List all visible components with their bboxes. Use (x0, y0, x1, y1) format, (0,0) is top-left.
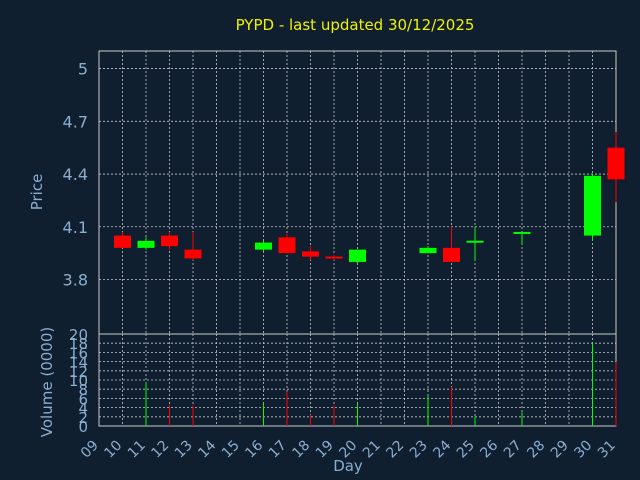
candle-body (114, 235, 131, 248)
x-tick-label: 30 (571, 438, 595, 462)
candle-body (302, 251, 319, 257)
x-tick-label: 28 (524, 438, 548, 462)
candle-body (184, 249, 202, 259)
x-tick-label: 10 (101, 438, 125, 462)
candle-body (584, 175, 601, 236)
candle-body (607, 147, 625, 180)
price-tick-label: 5 (78, 60, 88, 79)
x-tick-label: 13 (172, 438, 196, 462)
candle-body (137, 240, 155, 248)
volume-tick-label: 16 (69, 344, 88, 362)
volume-tick-label: 8 (78, 381, 88, 399)
volume-tick-label: 2 (78, 409, 88, 427)
candle-body (278, 237, 296, 254)
x-tick-label: 16 (242, 437, 266, 461)
volume-tick-label: 12 (69, 363, 88, 381)
price-tick-label: 4.1 (63, 218, 88, 237)
price-tick-label: 4.4 (63, 165, 88, 184)
x-tick-label: 21 (360, 438, 384, 462)
x-tick-label: 11 (125, 438, 149, 462)
x-tick-label: 18 (289, 438, 313, 462)
chart-title: PYPD - last updated 30/12/2025 (236, 16, 475, 34)
candle-body (325, 256, 343, 259)
candle-body (443, 247, 460, 262)
x-tick-label: 31 (595, 438, 619, 462)
volume-tick-label: 20 (69, 326, 88, 344)
x-tick-label: 23 (407, 438, 431, 462)
candle-body (466, 240, 484, 243)
price-axis-title: Price (28, 174, 46, 211)
volume-bars (145, 343, 617, 426)
x-tick-label: 22 (383, 438, 407, 462)
x-tick-label: 29 (548, 438, 572, 462)
candle-body (255, 242, 272, 250)
candle-body (349, 249, 366, 262)
x-tick-label: 14 (195, 437, 219, 461)
volume-tick-label: 6 (78, 390, 88, 408)
volume-tick-label: 0 (78, 418, 88, 436)
x-tick-label: 17 (266, 438, 290, 462)
candle-body (513, 231, 531, 234)
x-axis-title: Day (333, 457, 363, 475)
price-tick-label: 4.7 (63, 112, 88, 131)
volume-tick-label: 18 (69, 335, 88, 353)
volume-tick-label: 14 (69, 354, 88, 372)
x-tick-label: 24 (430, 437, 454, 461)
price-tick-label: 3.8 (63, 271, 88, 290)
candles (114, 131, 625, 264)
x-tick-label: 12 (148, 438, 172, 462)
volume-tick-label: 10 (69, 372, 88, 390)
volume-tick-label: 4 (78, 400, 88, 418)
candle-body (161, 235, 178, 247)
volume-axis-title: Volume (0000) (38, 327, 56, 437)
candle-body (419, 247, 437, 254)
x-tick-label: 25 (454, 438, 478, 462)
x-tick-label: 15 (219, 438, 243, 462)
x-tick-label: 09 (78, 438, 102, 462)
x-tick-label: 27 (501, 438, 525, 462)
x-tick-label: 26 (477, 437, 501, 461)
